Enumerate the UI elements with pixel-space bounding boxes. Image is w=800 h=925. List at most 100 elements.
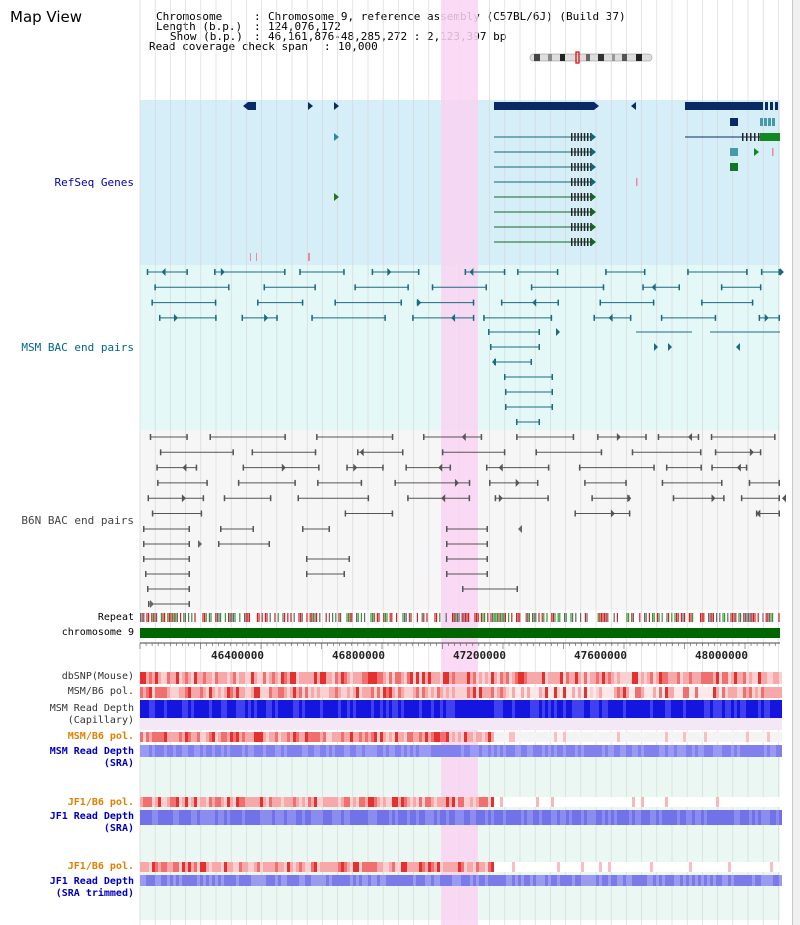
heat-cell [371, 797, 374, 807]
heat-cell [500, 700, 503, 718]
heat-cell [266, 672, 269, 684]
repeat-element [389, 613, 391, 622]
heat-cell [455, 672, 458, 684]
repeat-element [239, 613, 241, 622]
heat-cell [356, 797, 359, 807]
bac-end [488, 329, 490, 335]
heat-cell [320, 797, 323, 807]
heat-cell [473, 718, 476, 730]
exon [577, 178, 579, 186]
heat-cell [443, 700, 446, 718]
heat-cell [554, 875, 557, 886]
repeat-element [148, 613, 150, 622]
exon [587, 238, 589, 246]
heat-cell [317, 797, 320, 807]
repeat-element [474, 613, 476, 622]
heat-cell [635, 700, 638, 718]
heat-cell [623, 745, 626, 757]
heat-cell [596, 862, 599, 872]
heat-cell [317, 718, 320, 730]
heat-cell [149, 797, 152, 807]
heat-cell [764, 797, 767, 807]
heat-cell [548, 687, 551, 698]
heat-cell [548, 672, 551, 684]
heat-cell [572, 862, 575, 872]
heat-cell [746, 810, 749, 825]
heat-cell [629, 797, 632, 807]
vertical-scrollbar[interactable] [792, 0, 800, 925]
heat-cell [278, 718, 281, 730]
b6n-bac-label[interactable]: B6N BAC end pairs [21, 514, 134, 527]
heat-cell [314, 875, 317, 886]
heat-cell [617, 687, 620, 698]
bac-end [147, 586, 149, 592]
heat-cell [179, 810, 182, 825]
gene-feature [248, 102, 256, 110]
heat-cell [773, 862, 776, 872]
heat-cell [404, 700, 407, 718]
refseq-label[interactable]: RefSeq Genes [54, 176, 134, 189]
heat-cell [686, 732, 689, 742]
heat-cell [683, 745, 686, 757]
heat-cell [527, 797, 530, 807]
repeat-element [293, 613, 295, 622]
heat-cell [536, 672, 539, 684]
highlight-region[interactable] [441, 0, 478, 925]
heat-cell [473, 672, 476, 684]
heat-cell [710, 745, 713, 757]
heat-cell [269, 687, 272, 698]
heat-cell [431, 810, 434, 825]
heat-cell [251, 718, 254, 730]
heat-cell [590, 797, 593, 807]
heat-cell [761, 810, 764, 825]
heat-cell [722, 718, 725, 730]
heat-cell [194, 700, 197, 718]
heat-cell [464, 745, 467, 757]
heat-cell [275, 862, 278, 872]
heat-cell [482, 718, 485, 730]
heat-cell [266, 810, 269, 825]
heat-cell [377, 745, 380, 757]
bac-end [503, 269, 506, 275]
heat-cell [470, 745, 473, 757]
bac-end [530, 284, 533, 291]
heat-cell [458, 745, 461, 757]
msm-bac-label[interactable]: MSM BAC end pairs [21, 341, 134, 354]
bac-end [758, 314, 761, 321]
bac-end [423, 434, 425, 440]
feature-arrow [591, 208, 596, 216]
bac-end [516, 434, 518, 440]
heat-cell [599, 862, 602, 872]
heat-cell [728, 718, 731, 730]
heat-cell [716, 700, 719, 718]
heat-cell [302, 810, 305, 825]
repeat-element [754, 613, 756, 622]
heat-cell [677, 875, 680, 886]
heat-cell [629, 700, 632, 718]
heat-cell [320, 687, 323, 698]
heat-cell [743, 732, 746, 742]
repeat-track[interactable] [140, 613, 780, 622]
bac-end [346, 464, 348, 471]
heat-cell [158, 700, 161, 718]
refseq-genes-track[interactable] [243, 102, 780, 261]
heat-cell [725, 745, 728, 757]
repeat-element [143, 613, 145, 622]
heat-cell [743, 810, 746, 825]
chromosome-ideogram[interactable] [529, 51, 653, 64]
heat-cell [671, 797, 674, 807]
heat-cell [698, 810, 701, 825]
heat-cell [356, 672, 359, 684]
heatmap-tracks[interactable] [140, 672, 782, 886]
heat-cell [452, 718, 455, 730]
heat-cell [524, 745, 527, 757]
heat-cell [572, 732, 575, 742]
heat-cell [269, 700, 272, 718]
b6n-bac-track[interactable] [143, 433, 786, 608]
msm-bac-track[interactable] [146, 268, 784, 425]
heat-cell [569, 797, 572, 807]
heat-cell [173, 687, 176, 698]
heat-cell [491, 732, 494, 742]
heat-cell [674, 745, 677, 757]
